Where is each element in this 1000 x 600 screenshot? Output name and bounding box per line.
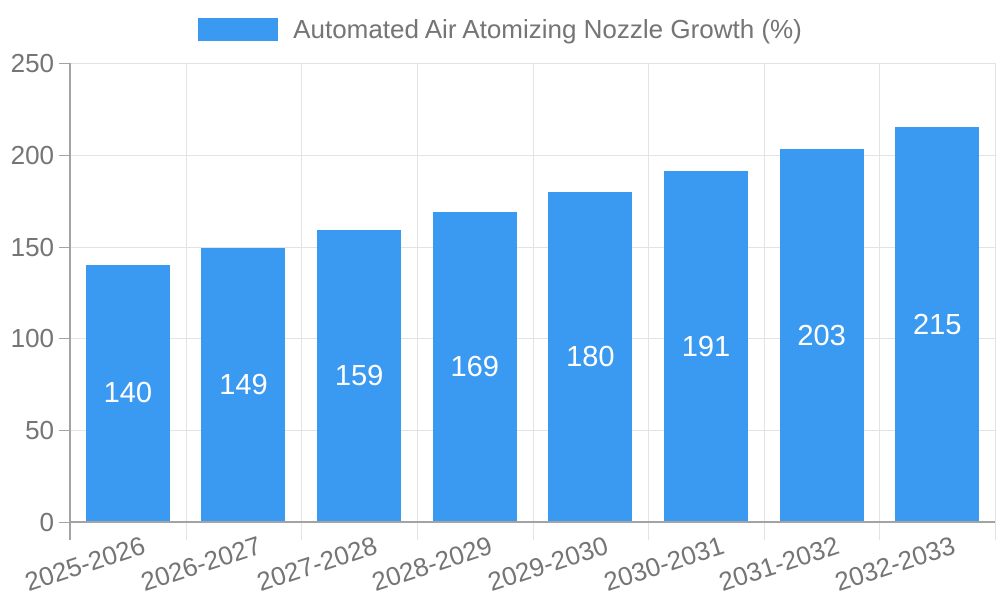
y-axis-tick-label: 200	[10, 139, 54, 170]
y-tick-mark	[59, 430, 70, 432]
x-axis-tick-label: 2028-2029	[368, 530, 496, 597]
category-boundary-gridline	[416, 63, 418, 540]
x-axis-line	[70, 521, 995, 523]
x-axis-tick-label: 2025-2026	[21, 530, 150, 597]
bar[interactable]	[779, 149, 864, 522]
y-tick-mark	[59, 246, 70, 248]
y-axis-tick-label: 100	[10, 323, 54, 354]
legend-swatch-icon	[198, 18, 279, 41]
bar-value-label: 180	[566, 340, 615, 373]
bar[interactable]	[895, 127, 980, 522]
legend[interactable]: Automated Air Atomizing Nozzle Growth (%…	[0, 14, 1000, 45]
y-tick-mark	[59, 522, 70, 523]
x-axis-tick-label: 2027-2028	[252, 530, 381, 597]
category-boundary-gridline	[648, 63, 650, 540]
y-axis-tick-label: 250	[10, 48, 54, 78]
bar-value-label: 215	[912, 308, 962, 341]
bar[interactable]	[201, 248, 286, 522]
legend-label: Automated Air Atomizing Nozzle Growth (%…	[293, 14, 802, 44]
x-axis-tick-label: 2031-2032	[715, 530, 843, 597]
category-boundary-gridline	[185, 63, 187, 540]
y-axis-tick-label: 0	[39, 507, 54, 537]
bar[interactable]	[432, 211, 517, 522]
bar[interactable]	[317, 230, 402, 522]
bar[interactable]	[663, 171, 748, 522]
category-boundary-gridline	[995, 63, 996, 540]
y-tick-mark	[59, 338, 70, 340]
y-tick-mark	[59, 154, 70, 156]
x-axis-tick-label: 2030-2031	[599, 530, 728, 597]
bar[interactable]	[85, 264, 170, 522]
category-boundary-gridline	[763, 63, 765, 540]
category-boundary-gridline	[301, 63, 303, 540]
bar-value-label: 169	[450, 350, 499, 383]
bar[interactable]	[548, 191, 633, 522]
category-boundary-gridline	[879, 63, 881, 540]
bar-value-label: 191	[681, 330, 731, 363]
category-boundary-gridline	[532, 63, 534, 540]
bar-value-label: 159	[334, 360, 384, 393]
x-axis-tick-label: 2029-2030	[484, 530, 612, 597]
y-axis-tick-label: 150	[10, 231, 54, 262]
y-axis-tick-label: 50	[25, 415, 54, 446]
x-axis-tick-label: 2032-2033	[830, 530, 959, 597]
bar-value-label: 149	[219, 369, 268, 402]
y-axis-line	[69, 63, 71, 540]
x-axis-tick-label: 2026-2027	[137, 530, 265, 597]
bar-value-label: 140	[103, 377, 152, 410]
bar-value-label: 203	[797, 319, 846, 352]
y-tick-mark	[59, 63, 70, 64]
